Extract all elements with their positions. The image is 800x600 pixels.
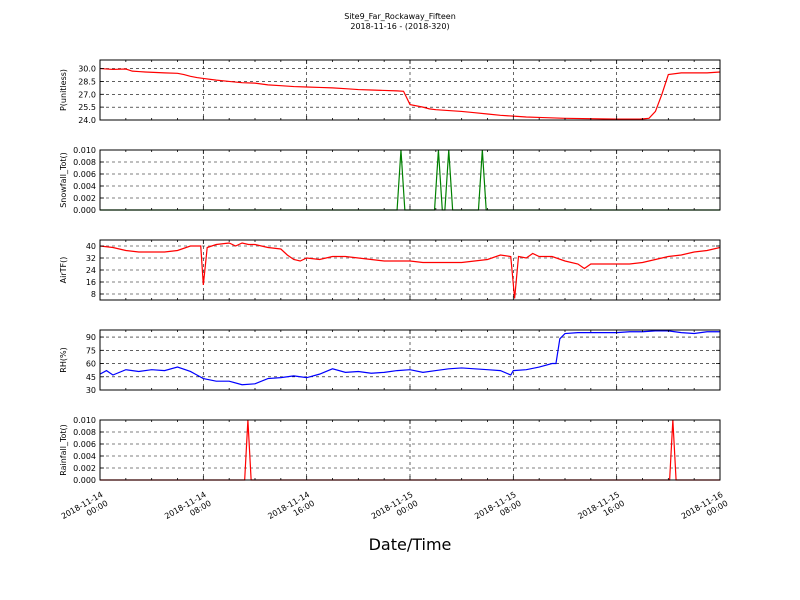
y-axis-label: P(unitless) bbox=[59, 69, 68, 111]
chart-title: Site9_Far_Rockaway_Fifteen bbox=[344, 12, 456, 21]
y-axis-label: RH(%) bbox=[59, 347, 68, 372]
series-line bbox=[99, 67, 721, 120]
panel-5: 0.000 0.002 0.004 0.006 0.008 0.010 Rainfall_T… bbox=[59, 416, 721, 485]
y-tick-label: 40 bbox=[86, 242, 96, 251]
y-axis-label: Rainfall_Tot() bbox=[59, 424, 68, 476]
y-tick-label: 8 bbox=[91, 290, 96, 299]
y-tick-label: 0.004 bbox=[73, 452, 96, 461]
y-tick-label: 27.0 bbox=[78, 90, 96, 99]
y-tick-label: 75 bbox=[86, 346, 96, 355]
y-tick-label: 0.004 bbox=[73, 182, 96, 191]
y-tick-label: 0.006 bbox=[73, 440, 96, 449]
y-axis-label: AirTF() bbox=[59, 257, 68, 284]
y-tick-label: 45 bbox=[86, 373, 96, 382]
y-tick-label: 90 bbox=[86, 333, 96, 342]
y-tick-label: 25.5 bbox=[78, 103, 96, 112]
y-tick-label: 60 bbox=[86, 360, 96, 369]
y-tick-label: 24.0 bbox=[78, 116, 96, 125]
y-tick-label: 0.000 bbox=[73, 476, 96, 485]
y-tick-label: 30.0 bbox=[78, 65, 96, 74]
panel-2: 0.000 0.002 0.004 0.006 0.008 0.010 Snowfall_T… bbox=[59, 146, 721, 215]
y-tick-label: 0.008 bbox=[73, 158, 96, 167]
y-tick-label: 0.010 bbox=[73, 416, 96, 425]
series-line bbox=[99, 242, 721, 299]
y-tick-label: 0.002 bbox=[73, 464, 96, 473]
y-tick-label: 16 bbox=[86, 278, 96, 287]
x-axis-title: Date/Time bbox=[369, 535, 452, 554]
y-tick-label: 32 bbox=[86, 254, 96, 263]
y-tick-label: 0.008 bbox=[73, 428, 96, 437]
panel-4: 30 45 60 75 90 RH(%) bbox=[59, 329, 721, 395]
series-line bbox=[99, 330, 720, 386]
panel-1: 24.0 25.5 27.0 28.5 30.0 P(unitless) bbox=[59, 59, 721, 125]
y-tick-label: 0.010 bbox=[73, 146, 96, 155]
y-axis-label: Snowfall_Tot() bbox=[59, 152, 68, 208]
panel-3: 8 16 24 32 40 AirTF() bbox=[59, 239, 721, 301]
y-tick-label: 28.5 bbox=[78, 77, 96, 86]
chart-subtitle: 2018-11-16 - (2018-320) bbox=[350, 22, 449, 31]
y-tick-label: 0.006 bbox=[73, 170, 96, 179]
y-tick-label: 0.000 bbox=[73, 206, 96, 215]
panels: 24.025.527.028.530.0P(unitless)0.0000.00… bbox=[59, 59, 721, 485]
y-tick-label: 30 bbox=[86, 386, 96, 395]
y-tick-label: 24 bbox=[86, 266, 96, 275]
y-tick-label: 0.002 bbox=[73, 194, 96, 203]
